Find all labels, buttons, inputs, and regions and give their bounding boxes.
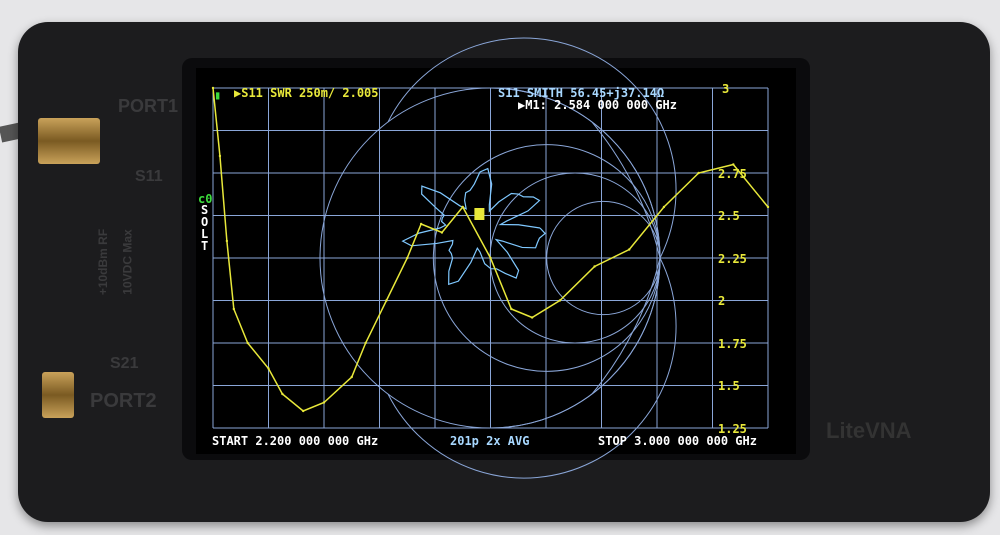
trace2-label: S11 SMITH 56.45+j37.14Ω (498, 86, 665, 100)
swr-point (364, 341, 367, 345)
swr-point (218, 154, 222, 158)
port2-connector[interactable] (42, 372, 74, 418)
swr-point (246, 341, 249, 345)
swr-point (301, 409, 305, 413)
marker-m1 (474, 208, 485, 220)
smith-reactance-arc (591, 121, 661, 259)
s21-label: S21 (110, 355, 139, 372)
swr-point (385, 299, 388, 302)
y-tick-label: 1.25 (718, 421, 747, 436)
swr-point (419, 222, 423, 226)
s11-label: S11 (135, 168, 163, 185)
y-tick-label: 2.25 (718, 251, 747, 266)
smith-reactance-arc (591, 257, 661, 395)
port1-connector[interactable] (38, 118, 100, 164)
swr-point (225, 239, 229, 243)
y-tick-label: 2.5 (718, 209, 740, 223)
swr-point (662, 205, 666, 209)
screen[interactable] (196, 68, 796, 454)
swr-point (558, 299, 562, 302)
swr-point (697, 171, 700, 175)
swr-point (267, 367, 270, 370)
swr-point (628, 248, 631, 251)
swr-point (322, 401, 326, 404)
swr-point (440, 231, 444, 234)
swr-point (461, 205, 464, 209)
smith-trace (401, 167, 546, 286)
start-frequency[interactable]: START 2.200 000 000 GHz (212, 434, 379, 448)
y-tick-label: 2 (718, 294, 726, 308)
trace1-label: ▶S11 SWR 250m/ 2.005 (234, 86, 379, 100)
y-tick-label: 1.5 (718, 379, 740, 393)
swr-point (232, 307, 236, 311)
swr-point (530, 316, 534, 319)
swr-point (510, 307, 513, 311)
swr-point (489, 256, 492, 260)
swr-point (211, 86, 215, 90)
swr-trace (212, 87, 769, 412)
port2-label: PORT2 (90, 390, 157, 412)
brand-logo: LiteVNA (826, 418, 912, 443)
stop-frequency[interactable]: STOP 3.000 000 000 GHz (598, 434, 757, 448)
y-tick-label: 1.75 (718, 336, 747, 351)
smith-reactance-arc (387, 37, 677, 259)
y-tick-label: 3 (722, 82, 730, 96)
y-tick-label: 2.75 (718, 166, 747, 181)
swr-point (593, 265, 596, 268)
swr-point (766, 205, 770, 209)
cal-indicator: c0 (198, 192, 213, 206)
battery-icon: ▮ (214, 88, 222, 102)
smith-reactance-arc (387, 257, 677, 479)
smith-reactance-arc (489, 257, 661, 429)
swr-point (281, 392, 284, 396)
points-avg[interactable]: 201p 2x AVG (450, 434, 530, 448)
swr-point (732, 163, 735, 166)
port1-label: PORT1 (118, 96, 179, 116)
smith-reactance-arc (489, 87, 661, 259)
swr-point (350, 375, 353, 379)
marker-readout: ▶M1: 2.584 000 000 GHz (518, 98, 677, 112)
swr-point (406, 256, 409, 260)
